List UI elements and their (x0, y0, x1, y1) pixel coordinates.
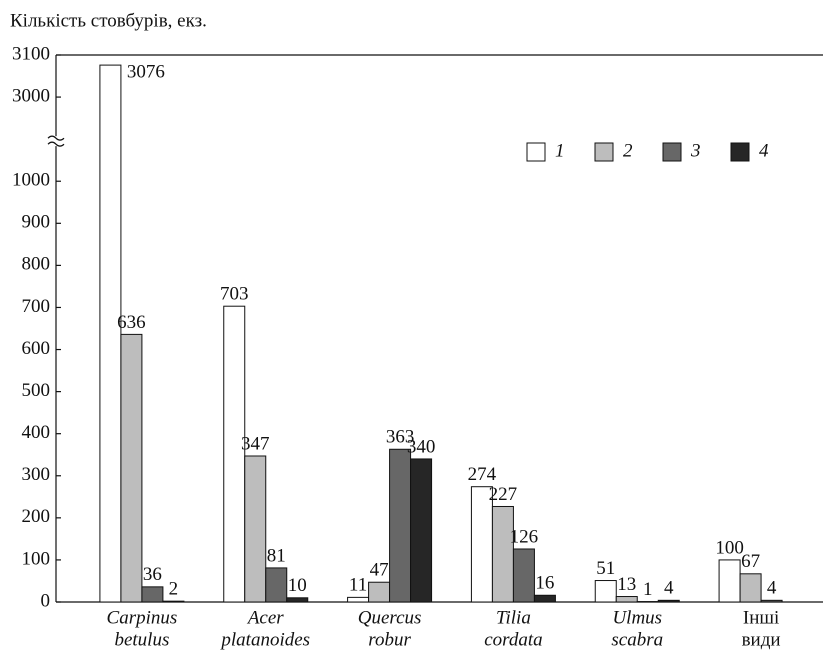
bar (594, 580, 617, 603)
bar (99, 64, 122, 603)
bar (760, 599, 783, 603)
legend-swatch (730, 142, 750, 162)
value-label: 274 (468, 464, 497, 485)
value-label: 4 (664, 578, 674, 599)
axis-break (47, 135, 65, 141)
y-tick-label: 1000 (12, 170, 50, 191)
y-tick-label: 700 (22, 296, 51, 317)
value-label: 47 (370, 560, 389, 581)
x-tick-label: scabra (611, 629, 663, 650)
legend-label: 1 (555, 140, 565, 161)
bar (265, 567, 288, 603)
bar (347, 596, 370, 603)
y-axis-label: Кількість стовбурів, екз. (10, 10, 207, 31)
bar (739, 573, 762, 603)
value-label: 1 (643, 579, 653, 600)
x-tick-label: Інші (743, 607, 779, 628)
value-label: 11 (349, 575, 367, 596)
y-tick-label: 600 (22, 338, 51, 359)
bar (223, 305, 246, 603)
bar (286, 597, 309, 603)
legend-swatch (594, 142, 614, 162)
y-tick-label: 500 (22, 380, 51, 401)
y-tick-label: 400 (22, 422, 51, 443)
x-tick-label: Carpinus (107, 607, 178, 628)
x-tick-label: Tilia (496, 607, 531, 628)
x-tick-label: platanoides (219, 629, 310, 650)
value-label: 16 (535, 573, 554, 594)
value-label: 100 (715, 537, 744, 558)
value-label: 13 (617, 574, 636, 595)
bar (410, 458, 433, 603)
bar (162, 600, 185, 603)
bar (491, 505, 514, 603)
value-label: 4 (767, 578, 777, 599)
x-tick-label: Ulmus (612, 607, 662, 628)
bar (512, 548, 535, 603)
value-label: 703 (220, 284, 249, 305)
value-label: 340 (407, 436, 436, 457)
value-label: 126 (510, 526, 539, 547)
bar (120, 333, 143, 603)
value-label: 81 (267, 545, 286, 566)
x-tick-label: betulus (114, 629, 169, 650)
bar (615, 596, 638, 603)
y-tick-label: 200 (22, 506, 51, 527)
value-label: 67 (741, 551, 760, 572)
legend-swatch (662, 142, 682, 162)
legend-label: 4 (759, 140, 769, 161)
value-label: 636 (117, 312, 146, 333)
value-label: 347 (241, 433, 270, 454)
value-label: 36 (143, 564, 162, 585)
bar (244, 455, 267, 603)
value-label: 10 (288, 575, 307, 596)
bar (718, 559, 741, 603)
y-tick-label: 0 (41, 590, 51, 611)
bar (368, 581, 391, 603)
y-tick-label: 900 (22, 212, 51, 233)
value-label: 2 (169, 579, 179, 600)
bar (657, 599, 680, 603)
value-label: 227 (489, 484, 518, 505)
y-tick-label: 3000 (12, 85, 50, 106)
bar (389, 448, 412, 603)
value-label: 51 (596, 558, 615, 579)
bar (141, 586, 164, 603)
y-tick-label: 300 (22, 464, 51, 485)
legend-label: 2 (623, 140, 633, 161)
x-tick-label: cordata (484, 629, 542, 650)
legend-swatch (526, 142, 546, 162)
value-label: 363 (386, 427, 415, 448)
value-label: 3076 (127, 61, 165, 82)
x-tick-label: Acer (246, 607, 284, 628)
y-tick-label: 100 (22, 548, 51, 569)
legend-label: 3 (690, 140, 701, 161)
y-tick-label: 3100 (12, 43, 50, 64)
x-tick-label: robur (368, 629, 411, 650)
y-tick-label: 800 (22, 254, 51, 275)
bar (533, 594, 556, 603)
x-tick-label: Quercus (358, 607, 422, 628)
x-tick-label: види (742, 629, 781, 650)
axis-break (47, 141, 65, 147)
